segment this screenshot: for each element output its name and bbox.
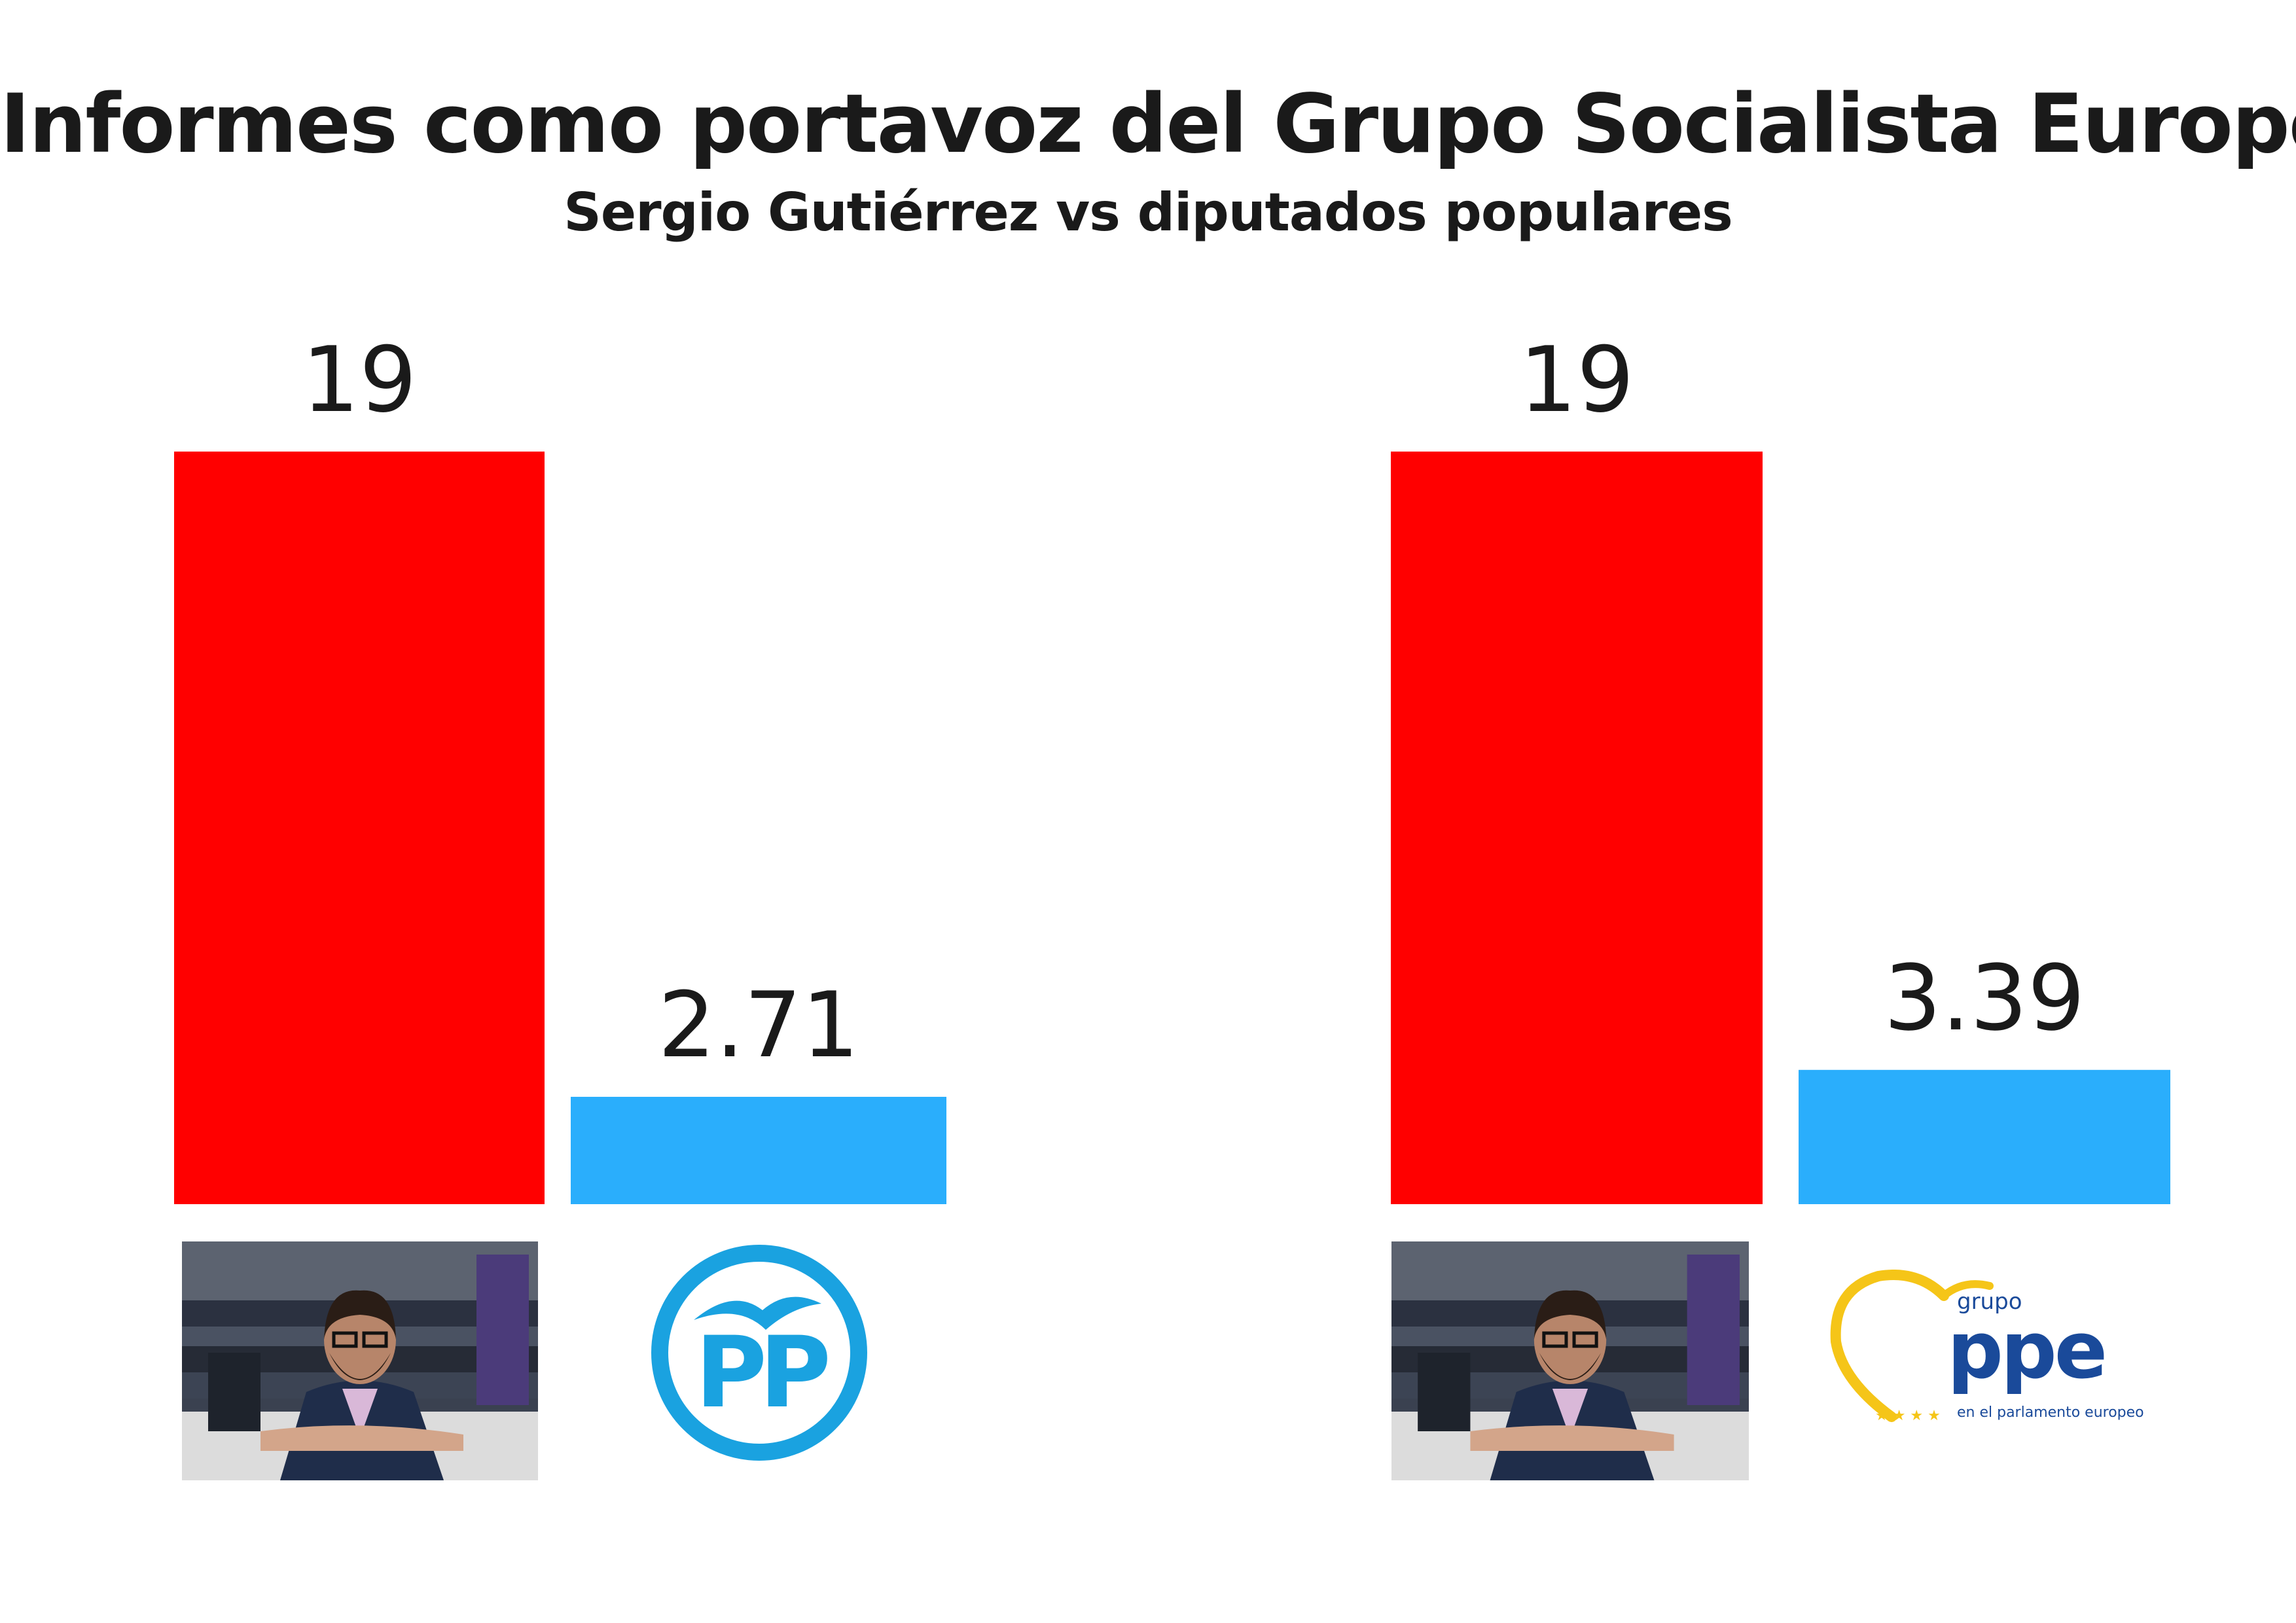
- data-label-chart1-sergio: 19: [302, 327, 417, 433]
- ppe-logo: grupo ppe en el parlamento europeo ★ ★ ★…: [1820, 1270, 2147, 1433]
- photo-sergio-gutierrez-right: [1391, 1241, 1749, 1480]
- bar-chart2-sergio: [1391, 452, 1763, 1204]
- ppe-logo-name: ppe: [1947, 1306, 2105, 1397]
- pp-logo-text: PP: [695, 1316, 827, 1430]
- data-label-chart1-party: 2.71: [658, 972, 859, 1078]
- pp-logo: PP: [648, 1241, 870, 1464]
- chart-subtitle: Sergio Gutiérrez vs diputados populares: [564, 182, 1733, 243]
- ppe-logo-grupo: grupo: [1957, 1289, 2022, 1315]
- ppe-logo-tagline: en el parlamento europeo: [1957, 1404, 2144, 1421]
- chart-title: Informes como portavoz del Grupo Sociali…: [0, 77, 2296, 171]
- ppe-logo-stars: ★ ★ ★ ★: [1875, 1408, 1941, 1424]
- data-label-chart2-party: 3.39: [1884, 946, 2085, 1051]
- bar-chart1-sergio: [174, 452, 545, 1204]
- bar-chart1-party: [571, 1096, 946, 1204]
- photo-sergio-gutierrez-left: [182, 1241, 538, 1480]
- data-label-chart2-sergio: 19: [1519, 327, 1634, 433]
- bar-chart2-party: [1799, 1069, 2170, 1204]
